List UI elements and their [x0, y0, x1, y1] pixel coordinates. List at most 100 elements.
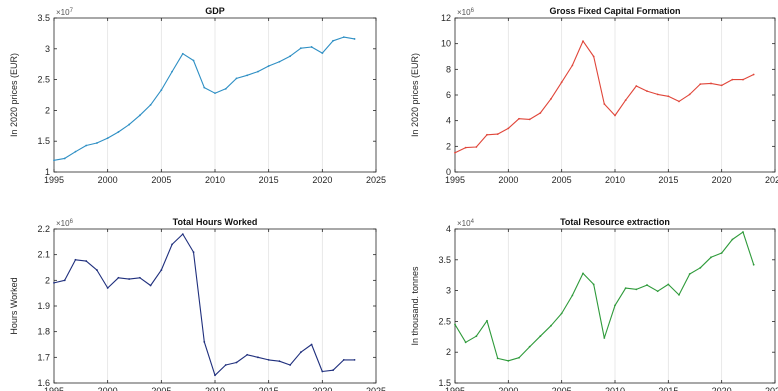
- y-tick-label: 4: [446, 224, 451, 234]
- data-point: [486, 319, 488, 322]
- y-axis-label: In 2020 prices (EUR): [9, 53, 19, 137]
- data-point: [752, 263, 755, 266]
- x-tick-label: 2000: [98, 386, 118, 391]
- data-point: [342, 359, 345, 361]
- data-point: [571, 294, 574, 297]
- data-point: [496, 133, 499, 136]
- exponent-base: ×10: [457, 219, 471, 228]
- x-tick-label: 2010: [605, 175, 625, 185]
- data-point: [464, 341, 467, 344]
- x-tick-label: 2025: [765, 386, 778, 391]
- data-point: [496, 357, 499, 360]
- data-point: [160, 269, 163, 271]
- exponent-base: ×10: [457, 8, 471, 17]
- data-point: [289, 55, 292, 58]
- data-point: [752, 73, 755, 76]
- y-tick-label: 0: [446, 167, 451, 177]
- y-tick-label: 12: [441, 13, 451, 23]
- x-tick-label: 2020: [712, 175, 732, 185]
- chart-title: Total Resource extraction: [560, 217, 670, 227]
- x-tick-label: 2025: [366, 386, 386, 391]
- data-point: [106, 287, 109, 289]
- y-tick-label: 8: [446, 64, 451, 74]
- y-tick-label: 2: [446, 347, 451, 357]
- data-point: [63, 279, 66, 282]
- data-point: [464, 146, 467, 149]
- x-tick-label: 2015: [658, 386, 678, 391]
- x-tick-label: 2005: [151, 386, 171, 391]
- data-point: [646, 284, 648, 286]
- data-point: [582, 40, 584, 42]
- data-point: [171, 243, 173, 246]
- data-point: [603, 103, 606, 105]
- data-point: [475, 146, 478, 148]
- data-point: [539, 335, 542, 338]
- y-tick-label: 2.1: [37, 250, 50, 260]
- y-tick-label: 2: [45, 275, 50, 285]
- data-point: [624, 287, 627, 290]
- data-point: [731, 238, 734, 241]
- x-tick-label: 2010: [205, 386, 225, 391]
- data-point: [203, 86, 206, 89]
- x-tick-label: 2010: [205, 175, 225, 185]
- data-point: [257, 356, 259, 359]
- data-point: [192, 59, 195, 62]
- y-tick-label: 2.2: [37, 224, 50, 234]
- data-point: [160, 89, 163, 91]
- chart-panel-3: 1995 2000 2005 2010 2015 2020 2025 1.6 1.7 1.8 1.9…: [9, 217, 386, 391]
- data-point: [224, 87, 227, 90]
- data-point: [117, 276, 120, 279]
- chart-title: Gross Fixed Capital Formation: [549, 6, 680, 16]
- exponent-label: ×106: [457, 8, 475, 17]
- y-tick-label: 10: [441, 39, 451, 49]
- data-point: [720, 252, 723, 254]
- y-tick-label: 1.9: [37, 301, 50, 311]
- data-point: [528, 345, 531, 348]
- x-tick-label: 2020: [712, 386, 732, 391]
- data-point: [710, 256, 712, 259]
- data-point: [321, 52, 324, 55]
- data-point: [742, 78, 744, 81]
- data-point: [246, 353, 249, 356]
- exponent-base: ×10: [56, 219, 70, 228]
- y-axis-label: Hours Worked: [9, 277, 19, 334]
- y-tick-label: 3.5: [438, 255, 451, 265]
- data-point: [342, 36, 345, 38]
- data-point: [646, 90, 648, 93]
- data-point: [603, 337, 606, 339]
- data-point: [550, 97, 552, 100]
- data-point: [486, 133, 488, 136]
- data-point: [353, 38, 356, 40]
- data-point: [699, 266, 702, 269]
- data-point: [299, 47, 302, 50]
- y-axis-label: In 2020 prices (EUR): [410, 53, 420, 137]
- data-point: [667, 283, 670, 286]
- x-tick-label: 2025: [366, 175, 386, 185]
- data-point: [85, 260, 88, 262]
- data-point: [710, 82, 712, 85]
- data-point: [203, 341, 206, 343]
- data-point: [539, 112, 542, 114]
- data-point: [96, 142, 98, 144]
- y-tick-label: 1.7: [37, 352, 50, 362]
- data-point: [699, 83, 702, 85]
- data-point: [171, 70, 173, 73]
- data-point: [63, 157, 66, 160]
- data-point: [518, 117, 520, 120]
- data-point: [507, 359, 510, 362]
- data-point: [678, 294, 680, 296]
- x-tick-label: 1995: [445, 386, 465, 391]
- data-point: [267, 359, 270, 361]
- data-point: [454, 151, 456, 154]
- data-point: [624, 99, 627, 102]
- data-point: [720, 84, 723, 87]
- data-point: [235, 361, 238, 364]
- exponent-label: ×107: [56, 8, 74, 17]
- y-tick-label: 1.8: [37, 327, 50, 337]
- data-point: [332, 39, 334, 42]
- exponent-base: ×10: [56, 8, 70, 17]
- chart-panel-2: 1995 2000 2005 2010 2015 2020 2025 0 2 4 6 8 10 12 ×10…: [410, 6, 778, 185]
- data-point: [149, 284, 152, 287]
- data-point: [614, 114, 616, 117]
- y-tick-label: 1: [45, 167, 50, 177]
